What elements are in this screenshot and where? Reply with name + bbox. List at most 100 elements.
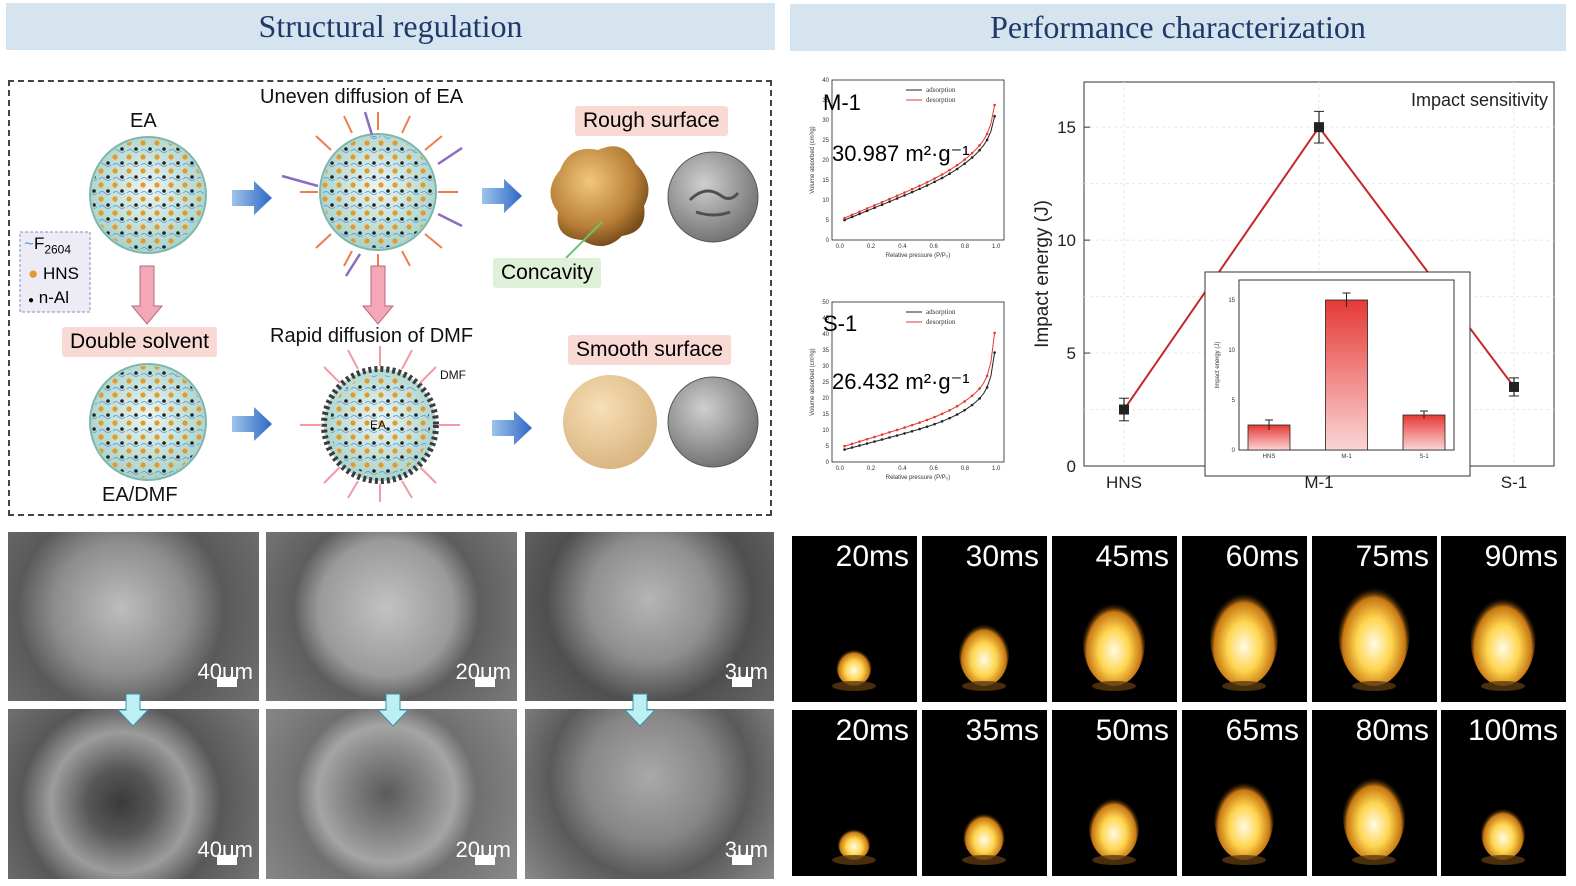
y-tick-label: 20: [822, 396, 829, 402]
flame: [1210, 587, 1278, 686]
base-glow: [962, 681, 1006, 691]
adsorption-line: [844, 352, 996, 451]
combustion-frame: 60ms: [1182, 536, 1307, 702]
desorption-point: [993, 331, 996, 335]
bet-area-m1: 30.987 m²·g⁻¹: [832, 141, 970, 166]
inset-x-tick-label: S-1: [1419, 454, 1429, 460]
desorption-point: [910, 423, 914, 427]
legend-hns: ● HNS: [28, 264, 79, 283]
adsorption-point: [910, 430, 914, 433]
desorption-point: [865, 437, 869, 441]
plot-frame: [831, 79, 1005, 241]
adsorption-point: [955, 413, 959, 416]
adsorption-point: [970, 156, 974, 159]
smooth-surface-tag: Smooth surface: [568, 335, 732, 365]
desorption-point: [850, 213, 854, 217]
adsorption-point: [843, 448, 846, 451]
base-glow: [1222, 855, 1266, 865]
adsorption-point: [895, 197, 899, 200]
arrow-icon: [232, 407, 272, 441]
base-glow: [1352, 681, 1396, 691]
inset-y-tick-label: 0: [1232, 448, 1236, 454]
sem-image-top-1: 40μm: [8, 532, 259, 701]
desorption-point: [933, 177, 936, 180]
adsorption-point: [955, 167, 959, 171]
inset-y-axis-label: Impact energy (J): [1215, 342, 1221, 389]
y-tick-label: 25: [822, 138, 829, 144]
adsorption-point: [970, 403, 974, 407]
legend-adsorption: adsorption: [926, 308, 956, 316]
structural-regulation-header: Structural regulation: [6, 3, 775, 50]
bet-plot-s1: 0 5 10 15 20 25 30 35 40 45 50 0.0 0.2 0.4 0.6 0.8 1.0 Re…: [810, 300, 1005, 481]
combustion-frame: 30ms: [922, 536, 1047, 702]
desorption-point: [865, 207, 869, 210]
frame-time-label: 60ms: [1225, 540, 1299, 573]
desorption-point: [948, 168, 951, 172]
adsorption-point: [985, 386, 989, 389]
adsorption-point: [993, 351, 996, 354]
concavity-tag: Concavity: [493, 258, 602, 288]
y-tick-label: 30: [822, 118, 829, 124]
desorption-point: [918, 421, 921, 424]
chart-title: Impact sensitivity: [1411, 90, 1548, 110]
y-tick-label: 10: [822, 198, 829, 204]
adsorption-point: [903, 194, 906, 197]
bet-plot-m1: 0 5 10 15 20 25 30 35 40 0.0 0.2 0.4 0.6 0.8 1.0 Relati…: [810, 78, 1005, 259]
ea-center-label: EA: [370, 418, 387, 432]
flame: [1083, 598, 1145, 686]
y-axis-label: Volume absorbed (cm³/g): [810, 348, 816, 415]
desorption-point: [858, 210, 861, 213]
base-glow: [1092, 681, 1136, 691]
flame: [1089, 794, 1139, 860]
combustion-frame: 20ms: [792, 536, 917, 702]
adsorption-point: [925, 184, 929, 187]
x-tick-label: 1.0: [992, 466, 1001, 472]
x-tick-label: 1.0: [992, 244, 1001, 250]
desorption-point: [858, 440, 861, 443]
adsorption-point: [858, 212, 861, 216]
x-tick-label: S-1: [1501, 473, 1527, 492]
desorption-point: [880, 200, 884, 204]
adsorption-point: [985, 138, 989, 142]
y-tick-label: 15: [1057, 118, 1076, 137]
y-tick-label: 15: [822, 178, 829, 184]
rapid-droplet: [321, 366, 439, 484]
adsorption-point: [993, 114, 996, 118]
x-tick-label: 0.4: [898, 466, 907, 472]
adsorption-point: [918, 187, 921, 191]
desorption-point: [895, 194, 899, 198]
smooth-particle: [563, 375, 657, 469]
adsorption-point: [978, 148, 981, 152]
rough-surface-tag: Rough surface: [575, 106, 728, 136]
inset-y-tick-label: 5: [1232, 398, 1236, 404]
x-tick-label: HNS: [1106, 473, 1142, 492]
frame-time-label: 75ms: [1355, 540, 1429, 573]
adsorption-point: [933, 422, 936, 426]
combustion-frame: 50ms: [1052, 710, 1177, 876]
desorption-point: [978, 387, 981, 390]
rapid-arrows-icon: [300, 346, 460, 502]
inset-x-tick-label: M-1: [1341, 454, 1352, 460]
desorption-point: [895, 428, 899, 432]
base-glow: [1481, 855, 1525, 865]
adsorption-point: [903, 432, 906, 435]
desorption-point: [978, 144, 981, 147]
desorption-point: [903, 191, 906, 194]
desorption-point: [993, 103, 996, 107]
uneven-droplet: [319, 133, 437, 251]
legend-f2604: ~F2604: [24, 234, 72, 257]
arrow-icon: [482, 179, 522, 213]
adsorption-line: [844, 116, 996, 221]
x-tick-label: 0.6: [929, 466, 938, 472]
inward-arrows-icon: [281, 111, 463, 277]
y-tick-label: 0: [826, 460, 830, 466]
sem-image-bottom-1: 40μm: [8, 709, 259, 879]
desorption-point: [963, 158, 966, 161]
y-tick-label: 40: [822, 78, 829, 84]
y-tick-label: 40: [822, 332, 829, 338]
down-arrow-icon: [130, 265, 164, 325]
y-tick-label: 45: [822, 316, 829, 322]
legend-adsorption: adsorption: [926, 86, 956, 94]
flame: [838, 827, 870, 860]
desorption-point: [843, 216, 846, 220]
